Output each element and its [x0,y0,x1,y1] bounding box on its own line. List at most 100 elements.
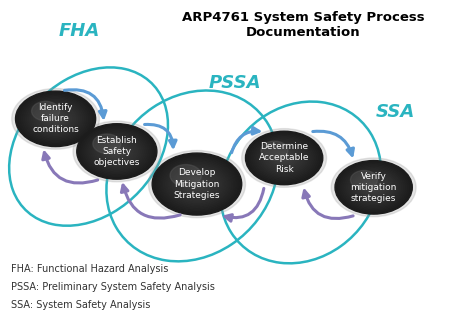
Circle shape [370,185,377,190]
Circle shape [109,146,125,157]
Circle shape [355,174,393,201]
Circle shape [95,136,139,167]
Circle shape [42,109,70,129]
Circle shape [32,102,80,136]
Circle shape [99,139,135,164]
Circle shape [16,91,96,146]
Circle shape [156,156,237,212]
Circle shape [372,186,375,189]
Circle shape [36,105,76,133]
Circle shape [192,181,201,187]
Circle shape [113,149,121,154]
Circle shape [186,176,208,192]
Text: Determine
Acceptable
Risk: Determine Acceptable Risk [259,142,310,174]
Text: FHA: Functional Hazard Analysis: FHA: Functional Hazard Analysis [11,264,168,274]
Circle shape [111,147,123,156]
Circle shape [44,111,68,127]
Circle shape [73,121,161,182]
FancyArrowPatch shape [64,90,106,117]
Text: PSSA: PSSA [209,74,261,92]
Circle shape [93,134,121,153]
Circle shape [159,158,235,211]
Text: SSA: SSA [375,103,414,121]
Circle shape [177,170,217,198]
Circle shape [85,129,149,174]
Circle shape [339,163,409,212]
Circle shape [246,131,323,185]
Circle shape [21,95,90,142]
Circle shape [331,158,416,217]
Circle shape [152,153,242,215]
Circle shape [269,147,300,169]
Circle shape [282,157,286,159]
Circle shape [261,141,288,160]
Circle shape [265,145,303,171]
Circle shape [91,134,143,169]
Circle shape [251,135,317,181]
Circle shape [188,178,206,190]
FancyArrowPatch shape [303,191,353,218]
Circle shape [274,151,294,164]
Circle shape [115,150,119,153]
Circle shape [278,154,290,162]
Circle shape [253,137,315,179]
Circle shape [19,94,91,144]
Circle shape [46,112,65,126]
Circle shape [54,117,57,120]
Circle shape [337,162,410,213]
Circle shape [271,149,298,167]
Circle shape [242,129,327,187]
Circle shape [168,164,226,204]
Circle shape [263,143,305,173]
Circle shape [345,167,402,207]
Circle shape [32,101,60,121]
Text: Establish
Safety
objectives: Establish Safety objectives [94,136,140,167]
Circle shape [93,135,141,168]
FancyArrowPatch shape [313,131,354,155]
Circle shape [364,181,383,194]
Circle shape [27,99,83,138]
Circle shape [107,144,127,158]
Circle shape [26,98,86,139]
FancyArrowPatch shape [232,127,259,153]
Circle shape [183,175,210,193]
Circle shape [170,164,201,186]
Circle shape [368,183,380,191]
Circle shape [273,150,296,166]
Circle shape [350,171,397,203]
Text: Verify
mitigation
strategies: Verify mitigation strategies [350,172,397,203]
Circle shape [47,113,64,124]
Circle shape [356,175,391,199]
Circle shape [79,125,155,178]
Circle shape [261,142,307,174]
Circle shape [173,167,221,201]
Circle shape [81,126,153,176]
Circle shape [181,173,213,195]
Circle shape [83,128,151,175]
Circle shape [366,182,382,193]
Circle shape [37,106,73,131]
Text: ARP4761 System Safety Process
Documentation: ARP4761 System Safety Process Documentat… [182,11,424,39]
Circle shape [249,134,319,182]
Circle shape [170,165,224,203]
Text: Identify
failure
conditions: Identify failure conditions [32,103,79,135]
Circle shape [155,155,239,214]
Circle shape [89,132,145,171]
Circle shape [343,166,405,209]
FancyArrowPatch shape [43,153,98,183]
Circle shape [18,92,94,145]
Circle shape [165,163,228,206]
Circle shape [358,177,389,198]
Circle shape [350,170,377,189]
Circle shape [77,124,157,179]
Circle shape [179,172,215,196]
Circle shape [360,178,387,197]
Circle shape [259,140,309,175]
Circle shape [39,108,72,130]
Circle shape [174,168,219,200]
Circle shape [280,155,288,161]
FancyArrowPatch shape [225,189,264,221]
Circle shape [346,168,401,206]
Circle shape [161,159,233,209]
Text: Develop
Mitigation
Strategies: Develop Mitigation Strategies [173,168,220,200]
